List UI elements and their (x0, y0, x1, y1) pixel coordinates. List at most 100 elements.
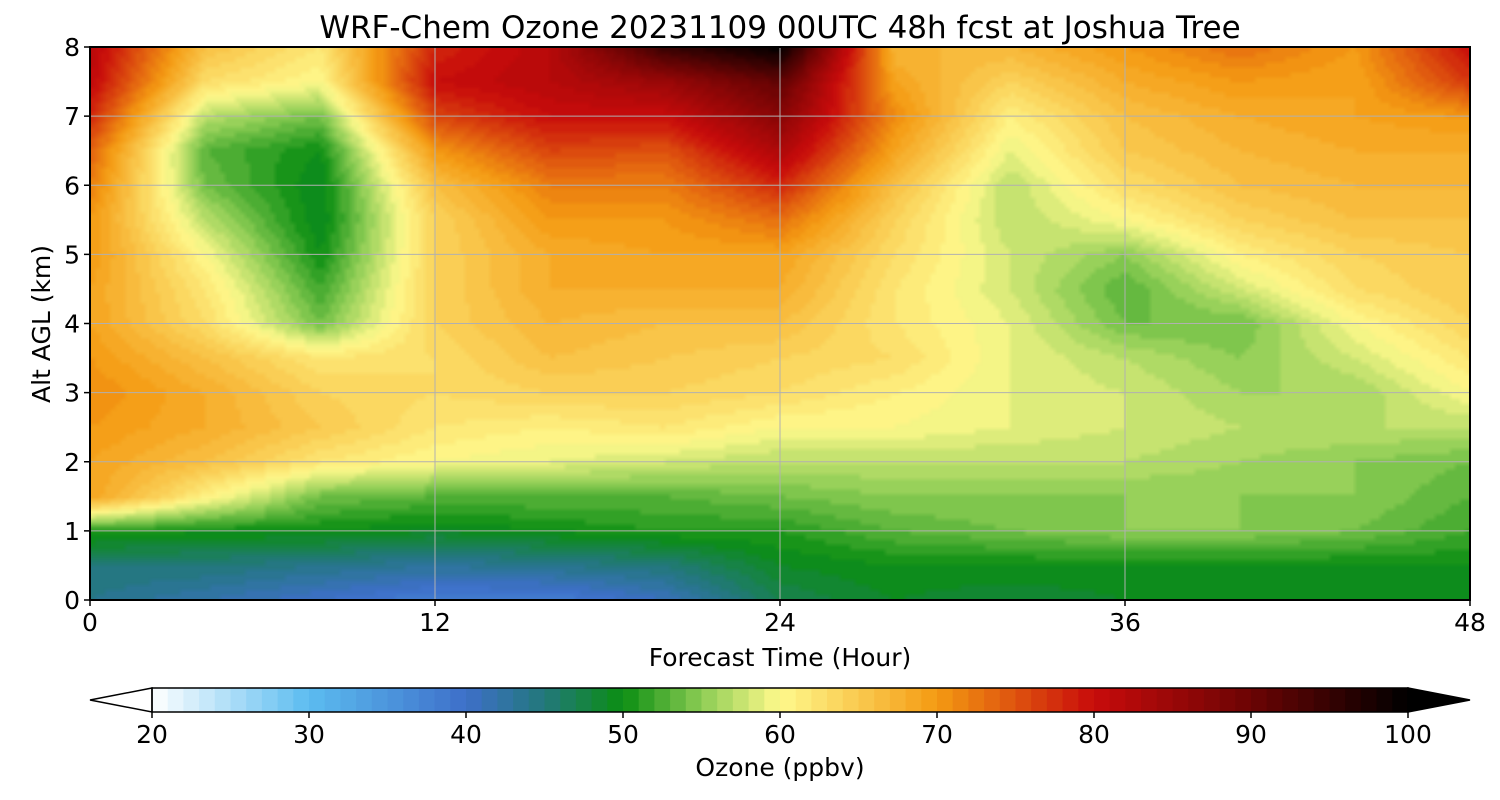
colorbar-cell (638, 688, 655, 712)
y-tick-label: 5 (64, 240, 80, 269)
colorbar-cell (1078, 688, 1095, 712)
colorbar-cell (1298, 688, 1315, 712)
colorbar-cell (1062, 688, 1079, 712)
colorbar-cell (324, 688, 341, 712)
colorbar-cell (214, 688, 232, 712)
colorbar-tick-label: 20 (136, 720, 168, 749)
colorbar-cell (858, 688, 875, 712)
y-tick-label: 6 (64, 171, 80, 200)
colorbar-cell (623, 688, 640, 712)
colorbar-tick-label: 80 (1078, 720, 1110, 749)
chart-title: WRF-Chem Ozone 20231109 00UTC 48h fcst a… (319, 10, 1240, 46)
colorbar-cell (230, 688, 247, 712)
colorbar-cell (340, 688, 357, 712)
x-axis-ticks: 0 12 24 36 48 (82, 600, 1486, 637)
colorbar-cell (1219, 688, 1236, 712)
colorbar-cell (513, 688, 530, 712)
colorbar-cell (1345, 688, 1362, 712)
colorbar-cell (1266, 688, 1283, 712)
colorbar-cell (937, 688, 954, 712)
colorbar-cell (403, 688, 420, 712)
colorbar-cell (152, 688, 169, 712)
colorbar-cell (1360, 688, 1378, 712)
colorbar-cell (1235, 688, 1252, 712)
colorbar-cell (795, 688, 812, 712)
colorbar-cell (544, 688, 561, 712)
y-tick-label: 0 (64, 586, 80, 615)
colorbar-cell (905, 688, 922, 712)
y-tick-label: 8 (64, 33, 80, 62)
colorbar-cell (921, 688, 938, 712)
colorbar-cell (827, 688, 844, 712)
y-tick-label: 1 (64, 517, 80, 546)
colorbar-cell (1094, 688, 1111, 712)
colorbar-cell (1188, 688, 1205, 712)
colorbar-cell (1046, 688, 1064, 712)
colorbar-cell (293, 688, 310, 712)
colorbar-cell (1125, 688, 1142, 712)
y-tick-label: 2 (64, 448, 80, 477)
x-tick-label: 12 (419, 608, 451, 637)
colorbar-cell (1031, 688, 1048, 712)
colorbar-label: Ozone (ppbv) (695, 753, 864, 782)
colorbar-extend-high (1407, 687, 1471, 713)
colorbar-cell (481, 688, 498, 712)
colorbar-cell (1015, 688, 1032, 712)
colorbar-ticks: 20 30 40 50 60 70 80 90 100 (136, 712, 1432, 749)
colorbar-cell (309, 688, 326, 712)
colorbar-cell (1203, 688, 1221, 712)
colorbar-tick-label: 40 (450, 720, 482, 749)
colorbar-tick-label: 60 (764, 720, 796, 749)
colorbar-cell (199, 688, 216, 712)
colorbar-cell (764, 688, 781, 712)
plot-area (89, 46, 1471, 601)
colorbar-cell (1313, 688, 1331, 712)
y-axis-label: Alt AGL (km) (27, 245, 56, 403)
colorbar-cell (528, 688, 546, 712)
colorbar-cell (1329, 688, 1346, 712)
colorbar-cell (685, 688, 703, 712)
colorbar-cell (607, 688, 624, 712)
colorbar-cell (999, 688, 1017, 712)
colorbar-tick-label: 90 (1235, 720, 1267, 749)
colorbar-cell (889, 688, 907, 712)
colorbar-cell (371, 688, 389, 712)
colorbar-cell (701, 688, 718, 712)
colorbar-cell (780, 688, 797, 712)
colorbar-cell (1282, 688, 1299, 712)
colorbar-cells (152, 688, 1409, 712)
colorbar-tick-label: 50 (607, 720, 639, 749)
colorbar-cell (1251, 688, 1268, 712)
y-tick-label: 3 (64, 379, 80, 408)
x-tick-label: 36 (1109, 608, 1141, 637)
colorbar-cell (356, 688, 373, 712)
colorbar-tick-label: 70 (921, 720, 953, 749)
y-axis-ticks: 0 1 2 3 4 5 6 7 8 (64, 33, 90, 615)
colorbar-cell (670, 688, 687, 712)
colorbar-cell (183, 688, 200, 712)
colorbar-cell (450, 688, 467, 712)
colorbar-tick-label: 30 (293, 720, 325, 749)
y-tick-label: 7 (64, 102, 80, 131)
colorbar-cell (842, 688, 860, 712)
colorbar-cell (497, 688, 514, 712)
x-tick-label: 0 (82, 608, 98, 637)
colorbar-cell (654, 688, 671, 712)
colorbar-cell (1109, 688, 1126, 712)
colorbar-cell (748, 688, 765, 712)
colorbar-cell (560, 688, 577, 712)
colorbar-cell (387, 688, 404, 712)
colorbar-cell (874, 688, 891, 712)
colorbar-extend-low (89, 687, 153, 713)
colorbar-cell (246, 688, 263, 712)
colorbar-cell (811, 688, 828, 712)
colorbar-cell (968, 688, 985, 712)
x-tick-label: 48 (1454, 608, 1486, 637)
colorbar-cell (575, 688, 593, 712)
colorbar-cell (277, 688, 294, 712)
colorbar-cell (1156, 688, 1174, 712)
colorbar-cell (591, 688, 608, 712)
colorbar-cell (952, 688, 969, 712)
colorbar-cell (717, 688, 734, 712)
